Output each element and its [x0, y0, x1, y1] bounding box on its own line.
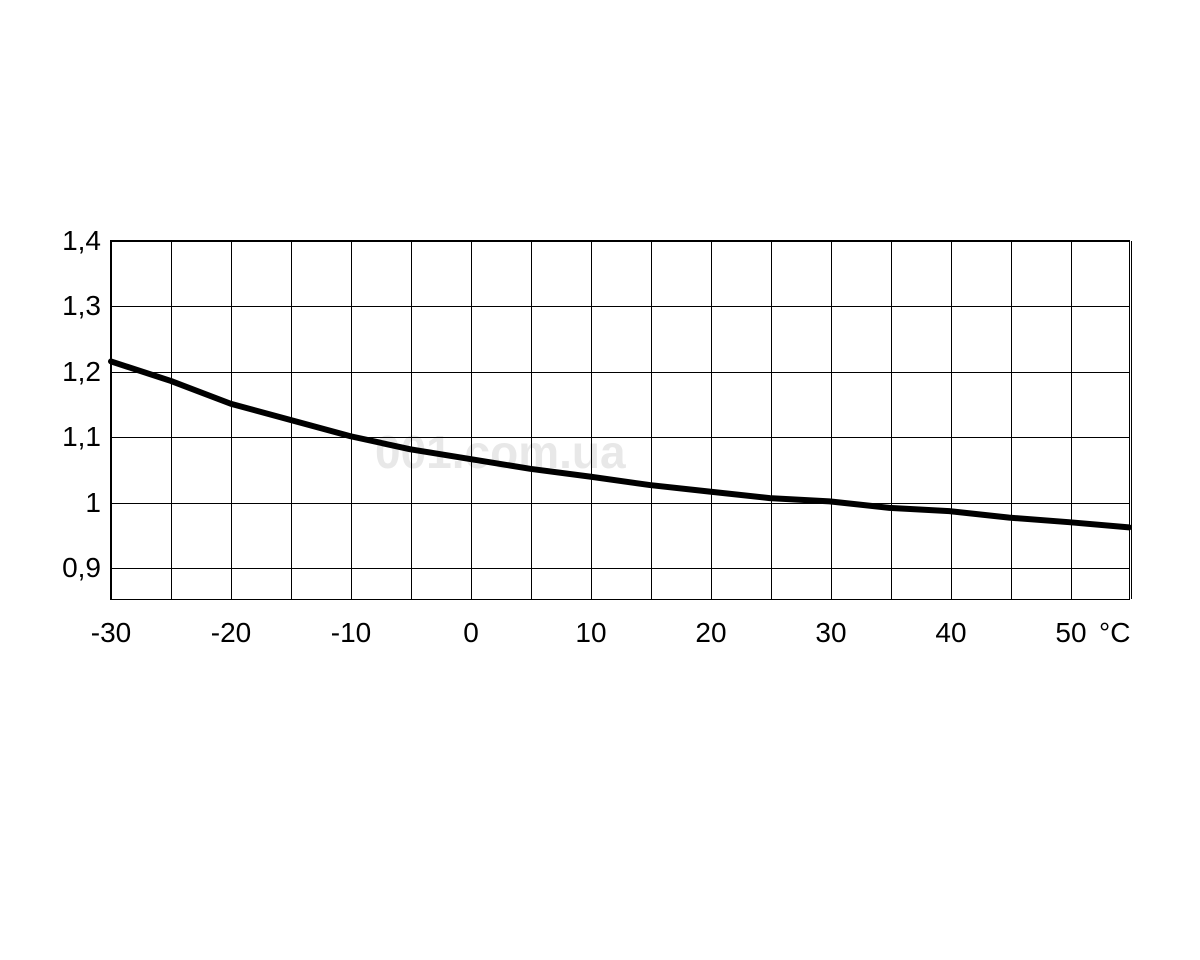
- grid-horizontal: [111, 372, 1129, 373]
- grid-vertical: [171, 241, 172, 599]
- data-curve: [111, 241, 1129, 599]
- plot-area: 001.com.ua 0,911,11,21,31,4-30-20-100102…: [110, 240, 1130, 600]
- grid-vertical: [411, 241, 412, 599]
- grid-horizontal: [111, 241, 1129, 242]
- grid-vertical: [711, 241, 712, 599]
- x-tick-label: -10: [331, 599, 371, 649]
- grid-vertical: [351, 241, 352, 599]
- x-tick-label: 30: [815, 599, 846, 649]
- grid-vertical: [1011, 241, 1012, 599]
- y-tick-label: 1,3: [62, 290, 111, 322]
- y-tick-label: 1,2: [62, 356, 111, 388]
- grid-horizontal: [111, 568, 1129, 569]
- grid-horizontal: [111, 437, 1129, 438]
- x-axis-unit: °C: [1099, 599, 1130, 649]
- grid-vertical: [651, 241, 652, 599]
- grid-vertical: [531, 241, 532, 599]
- grid-vertical: [231, 241, 232, 599]
- grid-horizontal: [111, 306, 1129, 307]
- x-tick-label: 0: [463, 599, 479, 649]
- grid-vertical: [831, 241, 832, 599]
- x-tick-label: -20: [211, 599, 251, 649]
- grid-vertical: [771, 241, 772, 599]
- grid-vertical: [1071, 241, 1072, 599]
- grid-vertical: [891, 241, 892, 599]
- grid-vertical: [291, 241, 292, 599]
- y-tick-label: 1,4: [62, 225, 111, 257]
- grid-vertical: [111, 241, 112, 599]
- grid-vertical: [951, 241, 952, 599]
- x-tick-label: -30: [91, 599, 131, 649]
- x-tick-label: 20: [695, 599, 726, 649]
- temperature-derating-chart: 001.com.ua 0,911,11,21,31,4-30-20-100102…: [0, 0, 1200, 960]
- x-tick-label: 40: [935, 599, 966, 649]
- y-tick-label: 0,9: [62, 552, 111, 584]
- x-tick-label: 50: [1055, 599, 1086, 649]
- grid-horizontal: [111, 503, 1129, 504]
- x-tick-label: 10: [575, 599, 606, 649]
- y-tick-label: 1,1: [62, 421, 111, 453]
- grid-vertical: [471, 241, 472, 599]
- y-tick-label: 1: [85, 487, 111, 519]
- grid-vertical: [1131, 241, 1132, 599]
- grid-vertical: [591, 241, 592, 599]
